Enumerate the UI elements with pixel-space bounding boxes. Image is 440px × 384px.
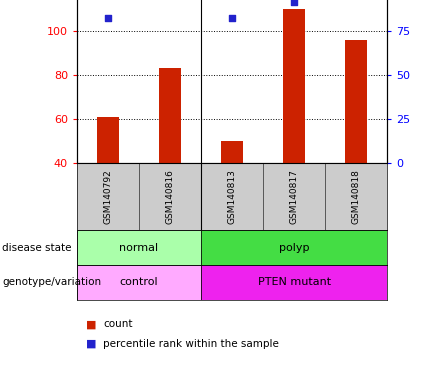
Bar: [201, 265, 387, 300]
Bar: [77, 230, 201, 265]
Point: [105, 15, 112, 22]
Text: percentile rank within the sample: percentile rank within the sample: [103, 339, 279, 349]
Text: normal: normal: [120, 243, 158, 253]
Bar: [77, 265, 201, 300]
Text: disease state: disease state: [2, 243, 72, 253]
Bar: [201, 230, 387, 265]
Text: polyp: polyp: [279, 243, 309, 253]
Point: [291, 0, 298, 5]
Text: GSM140818: GSM140818: [352, 169, 361, 224]
Bar: [159, 68, 181, 163]
Bar: [97, 117, 119, 163]
Text: ■: ■: [86, 339, 96, 349]
Text: GSM140792: GSM140792: [103, 169, 113, 224]
Text: genotype/variation: genotype/variation: [2, 277, 101, 287]
Bar: [345, 40, 367, 163]
Bar: [221, 141, 243, 163]
Text: PTEN mutant: PTEN mutant: [257, 277, 331, 287]
Text: GSM140817: GSM140817: [290, 169, 299, 224]
Bar: [283, 9, 305, 163]
Point: [229, 15, 236, 22]
Text: count: count: [103, 319, 133, 329]
Text: control: control: [120, 277, 158, 287]
Text: ■: ■: [86, 319, 96, 329]
Text: GSM140816: GSM140816: [165, 169, 175, 224]
Text: GSM140813: GSM140813: [227, 169, 237, 224]
